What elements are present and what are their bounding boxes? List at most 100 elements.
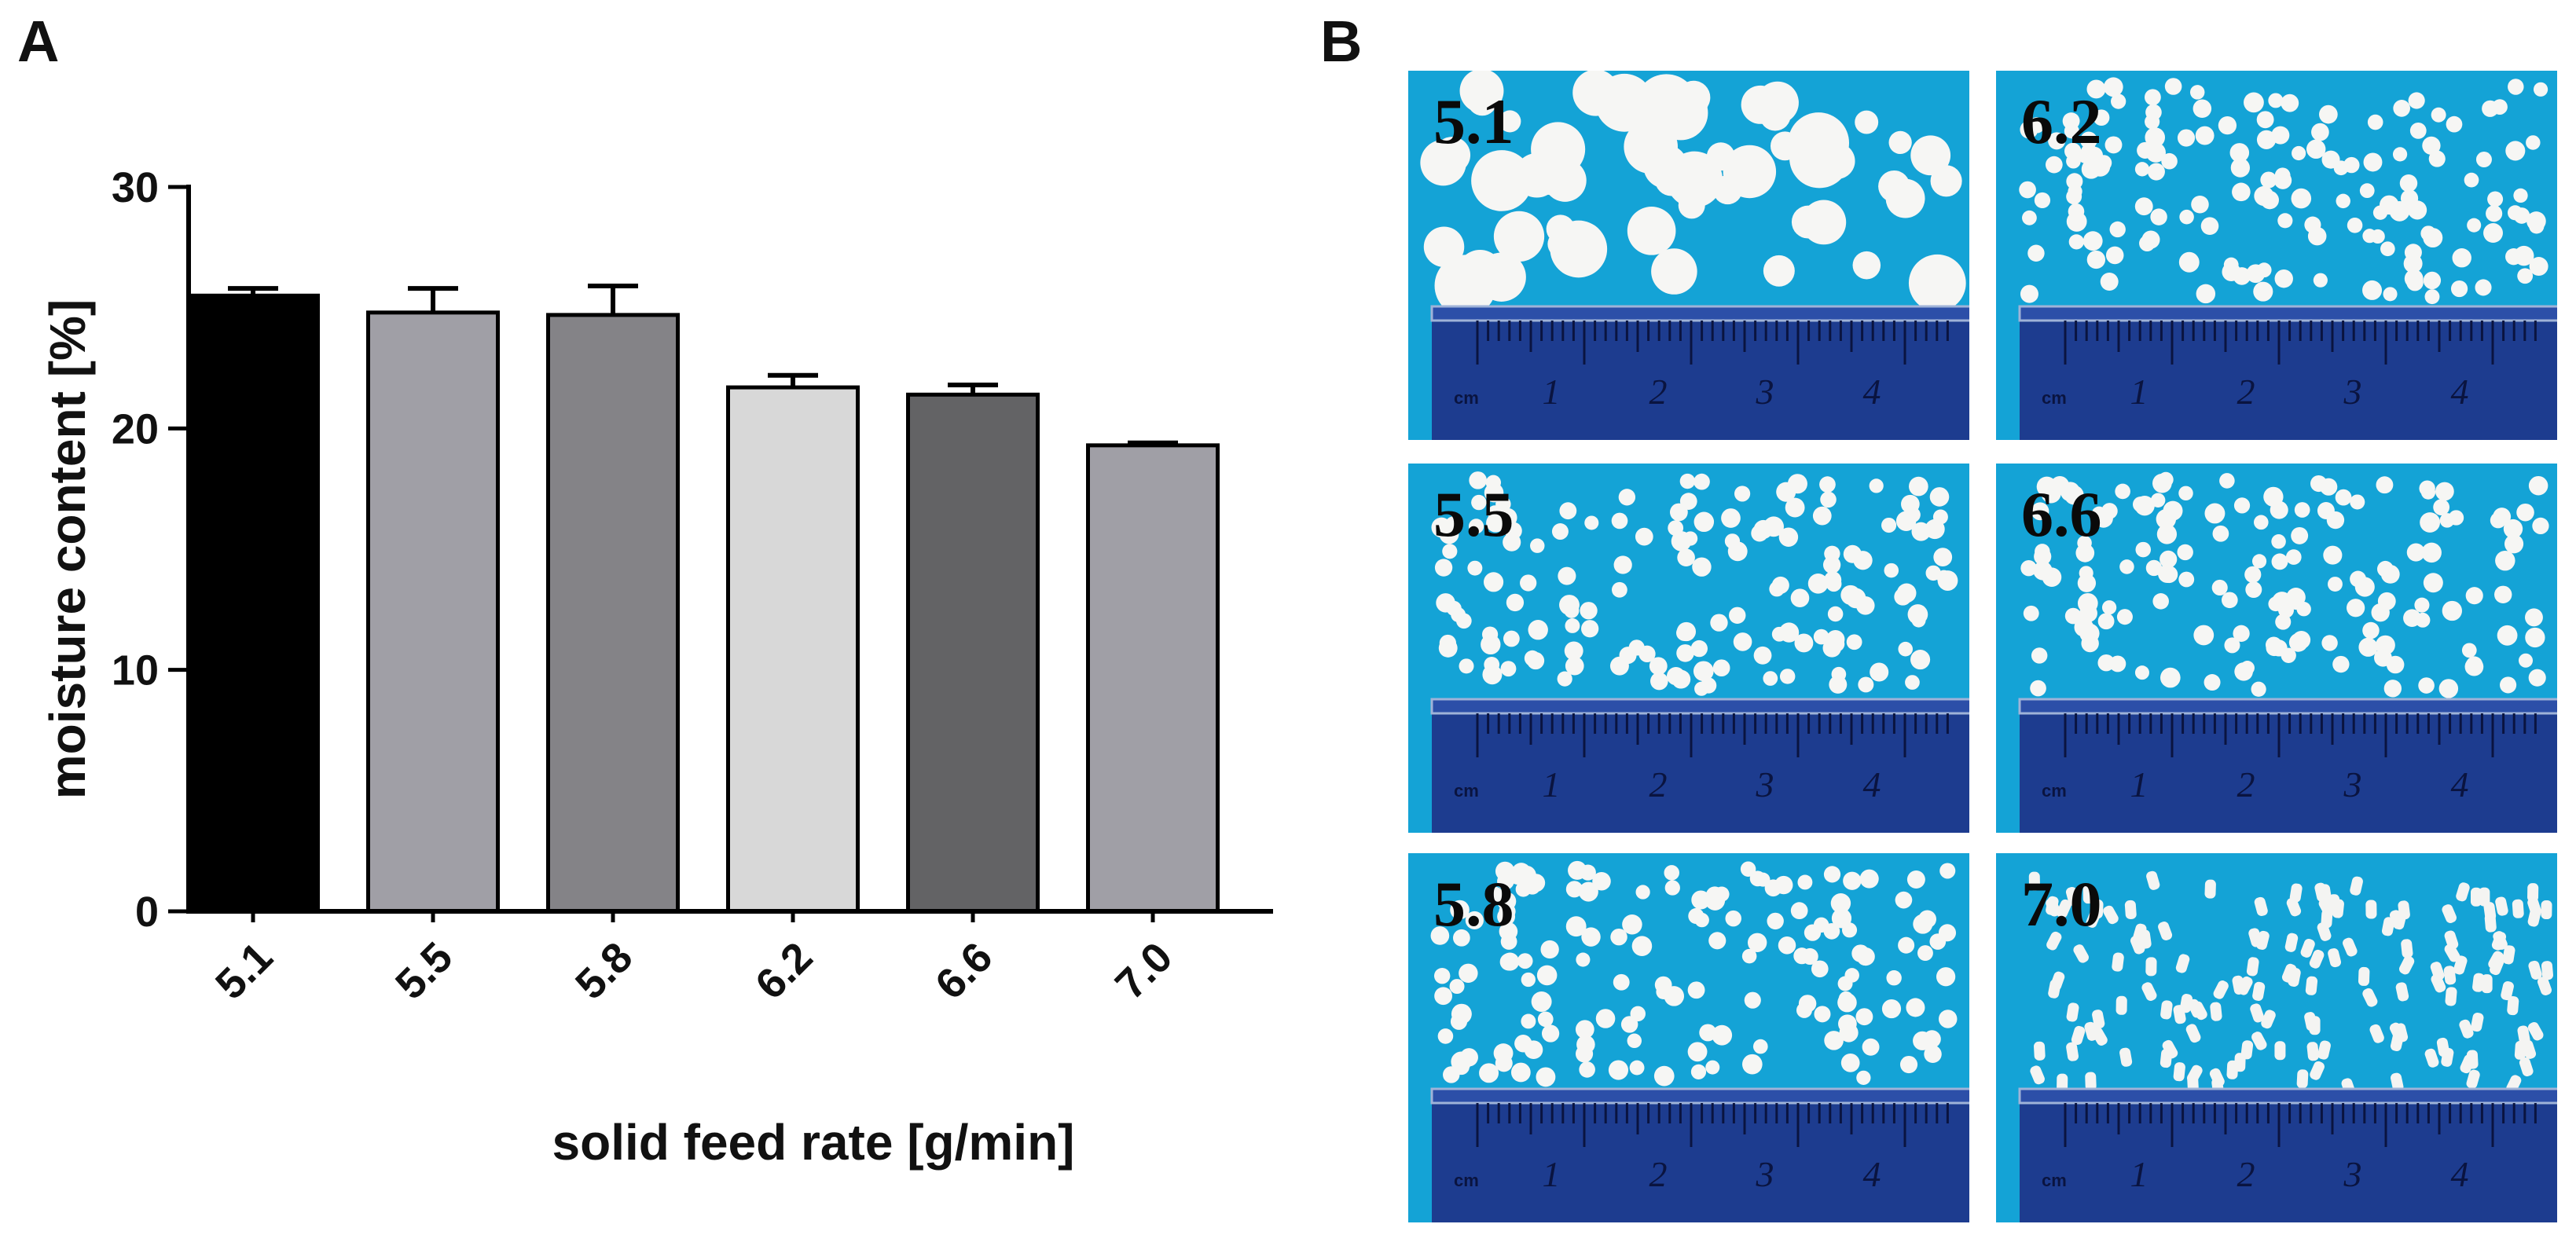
granule [2309,949,2325,969]
granule [2465,587,2483,605]
granule [2161,152,2178,170]
error-bar-7.0 [1128,440,1178,445]
panel-label-b: B [1320,9,1363,74]
granule [2050,971,2065,991]
granule [1744,991,1761,1009]
granule [2211,579,2228,596]
granule [2393,100,2410,117]
granule [1752,1039,1768,1054]
ruler-number: 2 [2237,764,2255,804]
granule [1724,533,1741,549]
granule [1824,1031,1844,1050]
granule [2034,548,2052,566]
granule [2273,171,2292,189]
granule [1451,607,1466,622]
granule [2030,1065,2045,1085]
granule [1884,563,1899,578]
granule [1721,508,1741,528]
granule [1763,255,1795,287]
ruler-number: 2 [2237,372,2255,412]
granule [1500,661,1517,677]
granule [1729,607,1746,624]
granule [2507,205,2523,221]
granule [1503,630,1520,647]
granule [1575,1020,1594,1039]
granule [1536,1067,1556,1087]
granule [2281,647,2296,663]
granule-photo-6.6: 6.6 cm 1 2 3 4 [1996,464,2557,833]
granule [2042,567,2062,587]
granule [2178,571,2195,588]
granule [2346,599,2365,618]
y-tick-label: 20 [112,405,159,453]
granule [2294,502,2310,518]
granule [2195,126,2215,145]
granule [2475,279,2492,296]
granule [1763,671,1778,686]
granule [1618,489,1636,506]
granule [2240,661,2255,676]
granule [1734,486,1751,502]
granule [2376,476,2394,494]
granule [2516,503,2534,522]
granule [2250,1003,2265,1023]
granule [2321,635,2338,651]
ruler-unit-label: cm [1454,1171,1479,1190]
bar-5.1 [188,295,318,911]
granule [1911,613,1926,628]
granule [1527,874,1546,892]
granule [2420,512,2441,533]
granule [2442,904,2457,923]
granule [2158,471,2174,488]
granule [2066,153,2081,169]
bar-5.5 [368,312,498,911]
ruler-number: 2 [1649,764,1668,804]
y-axis-label: moisture content [%] [39,299,96,799]
granule [2158,922,2173,940]
granule [1557,671,1572,687]
granule [1459,658,1474,674]
granule [2527,897,2541,917]
granule [1580,602,1598,620]
granule [1712,659,1730,677]
granule [2104,136,2123,154]
granule [2086,909,2101,928]
granule [2252,981,2266,1001]
granule [1664,880,1680,896]
granule [2456,882,2470,902]
granule [1740,861,1756,877]
granule [2464,172,2479,188]
granule [2296,602,2311,617]
ruler-number: 2 [1649,1154,1668,1194]
granule [2086,250,2106,269]
ruler-number: 1 [2130,372,2149,412]
granule [2079,604,2097,623]
granule [2178,486,2193,501]
granule [2533,82,2548,97]
granule [2163,500,2183,521]
granule [2527,883,2539,903]
granule [2271,553,2288,570]
granule [2435,482,2454,501]
granule [2111,93,2126,109]
granule [2528,475,2548,496]
granule [2493,508,2512,526]
granule [2306,139,2326,159]
granule [2077,574,2097,592]
granule [1705,1060,1720,1075]
granule [2265,636,2282,654]
y-tick-label: 30 [112,164,159,211]
granule [2160,550,2178,569]
granule [1622,914,1642,935]
granule [1708,932,1727,950]
granule [1635,885,1650,900]
granule [2459,1019,2474,1039]
granule [2119,559,2134,574]
granule [2372,205,2388,220]
granule [2233,497,2251,514]
granule [1433,967,1451,984]
granule [2359,183,2375,199]
error-bar-6.2 [768,372,818,388]
granule [1725,910,1741,927]
granule [2284,933,2299,952]
